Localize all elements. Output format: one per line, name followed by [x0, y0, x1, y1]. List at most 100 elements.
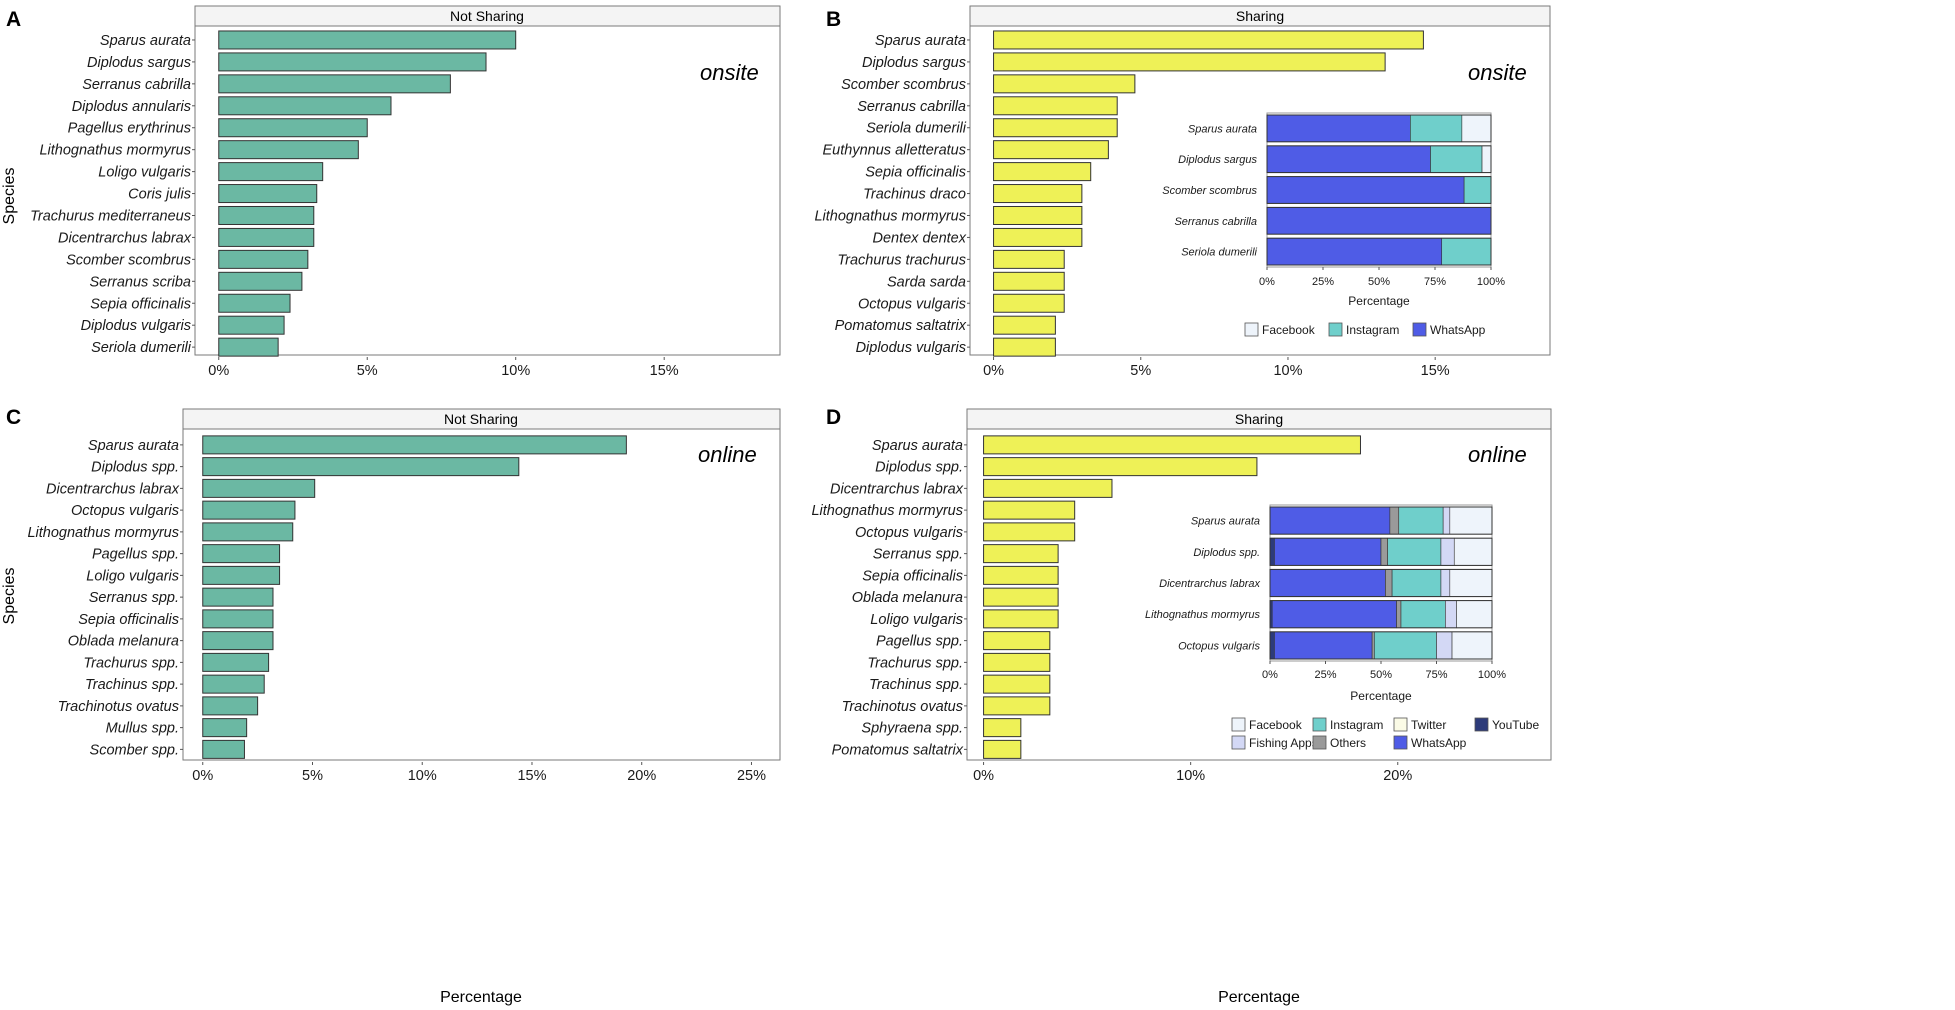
- x-axis-title: Percentage: [440, 989, 522, 1006]
- inset-x-axis-title: Percentage: [1350, 689, 1412, 703]
- legend-label: Instagram: [1346, 323, 1399, 337]
- inset-bar-segment: [1449, 569, 1493, 597]
- inset-bar-outline: [1269, 568, 1493, 598]
- mode-label: online: [1468, 442, 1527, 467]
- mode-label: onsite: [700, 60, 759, 85]
- inset-bar-outline: [1266, 176, 1492, 204]
- inset-bar-segment: [1461, 114, 1492, 143]
- inset-bar-segment: [1385, 569, 1393, 597]
- inset-x-axis-title: Percentage: [1348, 294, 1410, 308]
- inset-chart: Sparus aurata Diplodus spp. Dicentrarchus …: [1145, 504, 1506, 703]
- category-label: Serranus spp.: [873, 547, 963, 563]
- bar: [983, 544, 1059, 564]
- inset-bar-segment: [1266, 176, 1465, 204]
- bar: [983, 652, 1051, 672]
- bar: [218, 30, 517, 50]
- bar: [993, 96, 1118, 116]
- category-label: Sphyraena spp.: [861, 721, 963, 737]
- category-label: Loligo vulgaris: [98, 165, 191, 181]
- category-label: Scomber scombrus: [841, 77, 966, 93]
- inset-bar-segment: [1266, 237, 1443, 266]
- x-axis-ticks: 0% 5% 10% 15% 20% 25%: [192, 762, 766, 784]
- legend-label: WhatsApp: [1430, 323, 1486, 337]
- bar: [983, 565, 1059, 585]
- legend-swatch: [1231, 735, 1246, 750]
- category-label: Loligo vulgaris: [86, 568, 179, 584]
- inset-category-label: Diplodus sargus: [1178, 154, 1257, 166]
- panel-letter: C: [6, 406, 21, 429]
- x-tick-label: 5%: [357, 363, 378, 379]
- bar: [993, 337, 1056, 357]
- inset-bar-outline: [1269, 506, 1493, 535]
- bar: [202, 652, 270, 672]
- category-label: Pagellus spp.: [876, 634, 963, 650]
- inset-bar-segment: [1430, 145, 1483, 173]
- bar: [983, 435, 1361, 455]
- panel-c: C Species Not Sharing Sparus aurata Diplo…: [1, 406, 781, 1006]
- inset-category-label: Scomber scombrus: [1162, 185, 1257, 197]
- category-label: Sepia officinalis: [862, 568, 963, 584]
- bar: [993, 227, 1083, 247]
- inset-bar-segment: [1449, 506, 1493, 535]
- inset-bar-segment: [1442, 506, 1451, 535]
- inset-chart: Sparus aurata Diplodus sargus Scomber scom…: [1162, 112, 1505, 308]
- inset-bar-segment: [1269, 569, 1386, 597]
- category-label: Serranus cabrilla: [82, 77, 191, 93]
- bar: [218, 74, 451, 94]
- category-label: Scomber spp.: [90, 742, 179, 758]
- bar: [993, 52, 1386, 72]
- bar: [218, 293, 291, 313]
- inset-x-tick-label: 0%: [1259, 276, 1275, 288]
- inset-bar-segment: [1374, 631, 1437, 660]
- inset-bar-segment: [1456, 600, 1493, 629]
- bar: [202, 478, 316, 498]
- inset-bar-outline: [1266, 145, 1492, 174]
- x-axis-title: Percentage: [1218, 989, 1300, 1006]
- category-label: Sepia officinalis: [865, 165, 966, 181]
- bar: [218, 118, 368, 138]
- bar: [218, 315, 285, 335]
- category-label: Trachurus mediterraneus: [30, 208, 191, 224]
- category-label: Diplodus vulgaris: [81, 318, 191, 334]
- bar: [993, 74, 1136, 94]
- category-label: Trachurus trachurus: [837, 252, 966, 268]
- bar: [218, 184, 318, 204]
- inset-x-tick-label: 75%: [1425, 669, 1447, 681]
- inset-bar-segment: [1266, 207, 1492, 235]
- category-label: Trachinotus ovatus: [58, 699, 179, 715]
- bar: [202, 631, 274, 651]
- bar: [993, 249, 1065, 269]
- category-label: Trachinus spp.: [869, 677, 963, 693]
- legend-swatch: [1474, 717, 1489, 732]
- category-label: Scomber scombrus: [66, 252, 191, 268]
- bar: [993, 162, 1092, 182]
- category-label: Trachinus draco: [863, 187, 966, 203]
- bar: [202, 500, 296, 520]
- inset-legend: Facebook Instagram Twitter YouTube Fishing A…: [1231, 717, 1539, 750]
- bar: [202, 522, 294, 542]
- inset-bar-segment: [1398, 506, 1444, 535]
- inset-bar-segment: [1481, 145, 1492, 173]
- inset-x-tick-label: 0%: [1262, 669, 1278, 681]
- inset-category-label: Diplodus spp.: [1193, 547, 1260, 559]
- bar: [983, 478, 1113, 498]
- category-label: Pomatomus saltatrix: [832, 742, 964, 758]
- mode-label: onsite: [1468, 60, 1527, 85]
- legend-swatch: [1393, 717, 1408, 732]
- x-axis-ticks: 0% 10% 20%: [973, 762, 1412, 784]
- bar: [993, 184, 1083, 204]
- inset-bar-segment: [1380, 537, 1388, 566]
- inset-bar-segment: [1453, 537, 1493, 566]
- inset-x-tick-label: 100%: [1477, 276, 1505, 288]
- category-label: Serranus spp.: [89, 590, 179, 606]
- category-label: Lithognathus mormyrus: [27, 525, 179, 541]
- bar: [218, 227, 315, 247]
- category-label: Trachurus spp.: [867, 655, 963, 671]
- facet-strip-label: Sharing: [1235, 411, 1283, 427]
- inset-bar-outline: [1269, 537, 1493, 566]
- category-label: Loligo vulgaris: [870, 612, 963, 628]
- category-label: Seriola dumerili: [91, 340, 192, 356]
- bar: [993, 140, 1109, 160]
- x-tick-label: 10%: [501, 363, 530, 379]
- inset-bar-segment: [1371, 631, 1375, 660]
